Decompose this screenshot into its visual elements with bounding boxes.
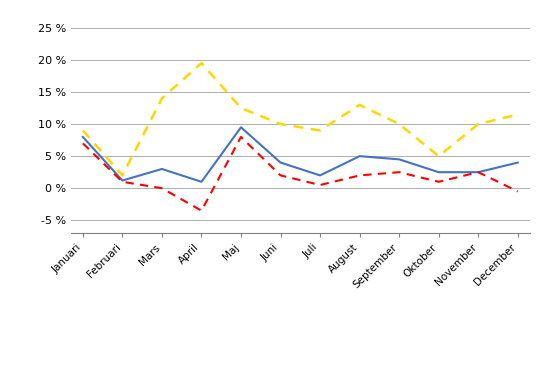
Utländska (238, 106, 244, 110)
Finländska (435, 180, 442, 184)
Finländska (317, 183, 323, 187)
Alla (475, 170, 482, 174)
Finländska (238, 135, 244, 139)
Finländska (396, 170, 402, 174)
Finländska (159, 186, 165, 191)
Alla (514, 160, 521, 165)
Utländska (317, 128, 323, 133)
Alla (238, 125, 244, 130)
Utländska (277, 122, 284, 126)
Utländska (357, 103, 363, 107)
Utländska (396, 122, 402, 126)
Alla (357, 154, 363, 158)
Alla (80, 135, 86, 139)
Alla (435, 170, 442, 174)
Line: Utländska: Utländska (83, 63, 518, 175)
Alla (159, 167, 165, 171)
Finländska (357, 173, 363, 177)
Utländska (159, 96, 165, 101)
Utländska (475, 122, 482, 126)
Line: Finländska: Finländska (83, 137, 518, 211)
Utländska (198, 61, 205, 65)
Utländska (80, 128, 86, 133)
Finländska (198, 208, 205, 213)
Utländska (514, 112, 521, 117)
Alla (198, 180, 205, 184)
Finländska (277, 173, 284, 177)
Alla (317, 173, 323, 177)
Alla (119, 178, 126, 183)
Utländska (435, 154, 442, 158)
Finländska (514, 189, 521, 194)
Alla (396, 157, 402, 162)
Line: Alla: Alla (83, 127, 518, 182)
Finländska (80, 141, 86, 146)
Utländska (119, 173, 126, 177)
Legend: Alla, Finländska, Utländska: Alla, Finländska, Utländska (157, 374, 444, 376)
Finländska (119, 180, 126, 184)
Finländska (475, 170, 482, 174)
Alla (277, 160, 284, 165)
